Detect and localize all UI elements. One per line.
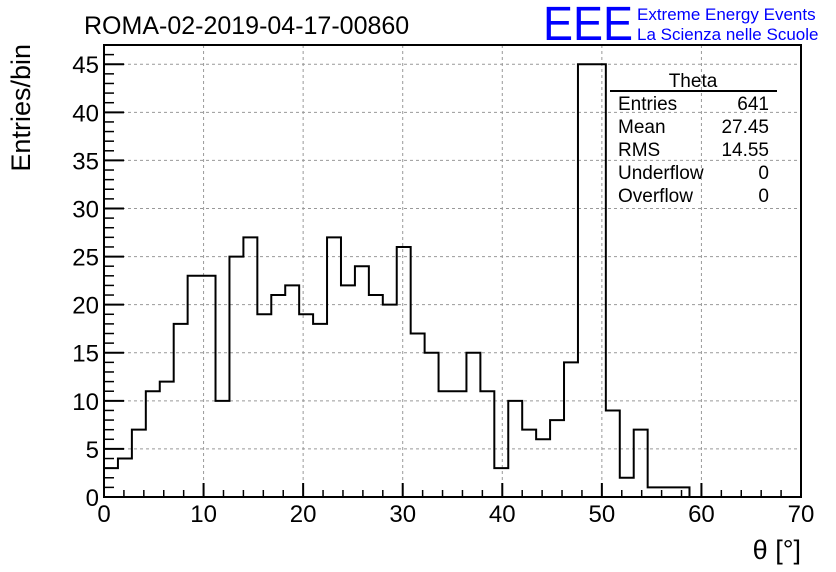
grid — [104, 45, 801, 497]
y-tick-label: 30 — [72, 196, 99, 223]
histogram-bin — [466, 353, 480, 497]
plot-frame — [103, 44, 802, 498]
axis-ticks: 0 10 20 30 40 50 60 70 0 5 10 15 20 25 30 35 40 45 — [72, 44, 815, 528]
stats-row-label: Underflow — [618, 163, 704, 184]
histogram-bin — [397, 247, 411, 497]
histogram-bin — [648, 487, 662, 497]
stats-row-value: 641 — [737, 94, 769, 115]
histogram-bin — [216, 401, 230, 497]
y-axis-label: Entries/bin — [6, 44, 36, 172]
x-tick-label: 0 — [97, 501, 110, 528]
histogram-bin — [174, 324, 188, 497]
stats-row-value: 14.55 — [721, 140, 769, 161]
x-axis-label: θ [°] — [753, 535, 801, 565]
y-tick-label: 0 — [86, 485, 99, 512]
x-tick-label: 20 — [290, 501, 317, 528]
histogram-bin — [104, 468, 118, 497]
stats-row-label: Mean — [618, 117, 666, 138]
histogram-bin — [355, 266, 369, 497]
y-tick-label: 45 — [72, 52, 99, 79]
stats-row-value: 0 — [758, 163, 769, 184]
histogram-bin — [229, 257, 243, 497]
histogram-bin — [536, 439, 550, 497]
y-tick-label: 35 — [72, 148, 99, 175]
x-tick-label: 50 — [589, 501, 616, 528]
histogram-bin — [480, 391, 494, 497]
y-tick-label: 40 — [72, 100, 99, 127]
stats-row-label: RMS — [618, 140, 660, 161]
histogram-bin — [243, 237, 257, 497]
histogram-bin — [257, 314, 271, 497]
eee-logo-line2: La Scienza nelle Scuole — [637, 25, 818, 44]
histogram-bin — [662, 487, 676, 497]
stats-row-label: Entries — [618, 94, 677, 115]
histogram-bin — [369, 295, 383, 497]
histogram-bin — [564, 362, 578, 497]
histogram-bin — [411, 334, 425, 497]
histogram-bin — [606, 410, 620, 497]
stats-box-title: Theta — [669, 71, 718, 92]
y-tick-label: 25 — [72, 245, 99, 272]
histogram-outline — [103, 63, 801, 498]
histogram-bin — [592, 64, 606, 497]
stats-row-value: 0 — [758, 186, 769, 207]
histogram-bin — [439, 391, 453, 497]
histogram-bin — [634, 430, 648, 497]
stats-box: Theta Entries 641 Mean 27.45 RMS 14.55 Underfl… — [610, 71, 777, 207]
histogram-bin — [132, 430, 146, 497]
histogram-bin — [146, 391, 160, 497]
y-tick-label: 20 — [72, 293, 99, 320]
histogram-bin — [341, 285, 355, 497]
histogram-bin — [313, 324, 327, 497]
histogram-bin — [285, 285, 299, 497]
y-tick-label: 15 — [72, 341, 99, 368]
histogram-bin — [188, 276, 202, 497]
stats-row-label: Overflow — [618, 186, 693, 207]
histogram-bin — [271, 295, 285, 497]
y-tick-label: 5 — [86, 437, 99, 464]
histogram-bin — [299, 314, 313, 497]
eee-logo: EEE Extreme Energy Events La Scienza nel… — [543, 0, 818, 51]
histogram-bin — [202, 276, 216, 497]
histogram-bin — [425, 353, 439, 497]
histogram — [103, 63, 801, 498]
histogram-bin — [578, 64, 592, 497]
y-tick-label: 10 — [72, 389, 99, 416]
x-tick-label: 70 — [788, 501, 815, 528]
stats-row-value: 27.45 — [721, 117, 769, 138]
eee-logo-mark: EEE — [543, 0, 633, 51]
stats-box-rows: Entries 641 Mean 27.45 RMS 14.55 Underflow 0 Ove… — [618, 94, 769, 207]
histogram-bin — [676, 487, 690, 497]
chart-title: ROMA-02-2019-04-17-00860 — [84, 12, 409, 40]
x-tick-label: 40 — [489, 501, 516, 528]
histogram-bin — [327, 237, 341, 497]
histogram-bin — [522, 430, 536, 497]
x-tick-label: 60 — [688, 501, 715, 528]
histogram-bin — [160, 382, 174, 497]
x-tick-label: 30 — [389, 501, 416, 528]
eee-logo-line1: Extreme Energy Events — [637, 5, 816, 24]
x-tick-label: 10 — [190, 501, 217, 528]
histogram-bin — [550, 420, 564, 497]
histogram-bin — [118, 459, 132, 497]
histogram-bin — [453, 391, 467, 497]
